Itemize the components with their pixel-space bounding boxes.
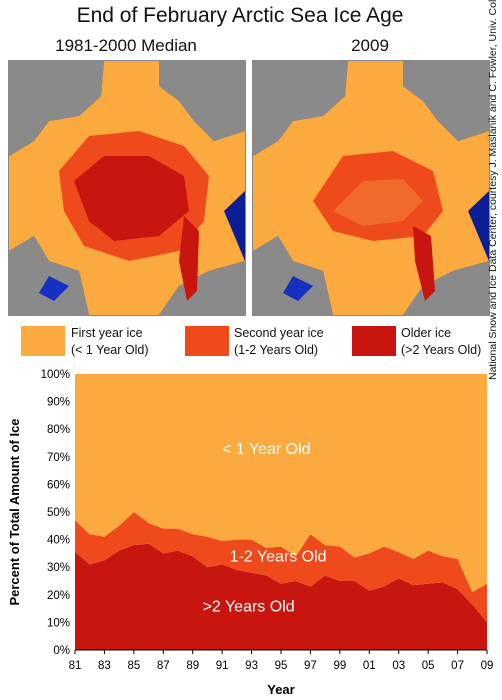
y-tick-label: 40% — [47, 535, 70, 547]
legend-swatch-first-year — [21, 326, 65, 356]
legend-label-line2: (>2 Years Old) — [401, 343, 482, 357]
arctic-map-2009 — [252, 60, 490, 316]
sea-ice-age-chart: >2 Years Old 1-2 Years Old < 1 Year Old 0%… — [7, 369, 494, 697]
legend-item-first-year: First year ice (< 1 Year Old) — [71, 325, 148, 359]
y-tick-label: 20% — [47, 590, 70, 602]
x-tick-label: 85 — [127, 660, 140, 672]
x-tick-label: 01 — [363, 660, 376, 672]
y-tick-label: 80% — [47, 424, 70, 436]
y-tick-label: 100% — [41, 369, 70, 381]
x-tick-label: 07 — [451, 660, 464, 672]
x-tick-label: 05 — [422, 660, 435, 672]
arctic-map-median — [8, 60, 246, 316]
arctic-map-median-graphic — [9, 61, 245, 315]
series-label-0: >2 Years Old — [203, 598, 295, 615]
x-tick-label: 97 — [304, 660, 317, 672]
chart-areas — [75, 374, 487, 650]
y-tick-label: 90% — [47, 397, 70, 409]
legend-label-line1: Second year ice — [234, 326, 324, 340]
series-label-2: < 1 Year Old — [222, 441, 311, 458]
map-title-2009: 2009 — [351, 36, 389, 55]
map-title-median: 1981-2000 Median — [55, 36, 197, 55]
series-label-1: 1-2 Years Old — [230, 549, 327, 566]
legend-label-line2: (< 1 Year Old) — [71, 343, 149, 357]
area-series-0 — [75, 543, 487, 650]
y-tick-label: 50% — [47, 507, 70, 519]
x-axis-ticks: 81 83 85 87 89 91 93 95 97 99 01 03 05 07 09 — [69, 650, 494, 672]
legend-label-line1: Older ice — [401, 326, 452, 340]
series-labels: >2 Years Old 1-2 Years Old < 1 Year Old — [203, 441, 327, 615]
y-tick-label: 10% — [47, 617, 70, 629]
x-tick-label: 95 — [275, 660, 288, 672]
x-tick-label: 83 — [98, 660, 111, 672]
x-axis-label: Year — [267, 682, 294, 697]
y-tick-label: 0% — [53, 645, 70, 657]
x-tick-label: 91 — [216, 660, 229, 672]
x-tick-label: 99 — [333, 660, 346, 672]
x-tick-label: 09 — [481, 660, 494, 672]
x-tick-label: 87 — [157, 660, 170, 672]
legend-item-second-year: Second year ice (1-2 Years Old) — [234, 325, 324, 359]
credit-text: National Snow and Ice Data Center, court… — [487, 0, 499, 380]
legend-swatch-older — [352, 326, 396, 356]
x-tick-label: 89 — [186, 660, 199, 672]
area-series-1 — [75, 512, 487, 623]
x-tick-label: 81 — [69, 660, 82, 672]
arctic-map-2009-graphic — [253, 61, 489, 315]
area-series-2 — [75, 374, 487, 592]
y-tick-label: 30% — [47, 562, 70, 574]
legend-swatch-second-year — [185, 326, 229, 356]
x-tick-label: 03 — [392, 660, 405, 672]
legend-label-line2: (1-2 Years Old) — [234, 343, 319, 357]
y-axis-ticks: 0% 10% 20% 30% 40% 50% 60% 70% 80% 90% 100% — [41, 369, 70, 657]
y-tick-label: 60% — [47, 479, 70, 491]
x-tick-label: 93 — [245, 660, 258, 672]
page-title: End of February Arctic Sea Ice Age — [76, 4, 404, 27]
y-axis-label: Percent of Total Amount of Ice — [7, 418, 22, 605]
legend-label-line1: First year ice — [71, 326, 143, 340]
y-tick-label: 70% — [47, 452, 70, 464]
legend-item-older: Older ice (>2 Years Old) — [401, 325, 481, 359]
